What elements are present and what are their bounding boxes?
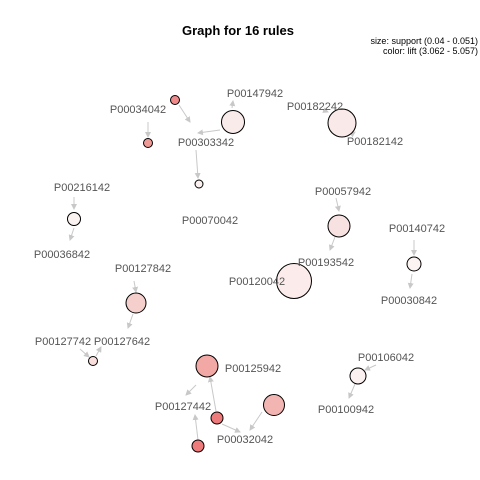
item-label: P00193542 bbox=[298, 257, 354, 269]
item-label: P00303342 bbox=[178, 137, 234, 149]
edge bbox=[328, 236, 336, 251]
rule-node[interactable] bbox=[210, 411, 224, 425]
item-label: P00106042 bbox=[358, 352, 414, 364]
edge bbox=[322, 107, 329, 113]
rule-node[interactable] bbox=[406, 256, 422, 272]
graph-title: Graph for 16 rules bbox=[182, 23, 294, 38]
edge bbox=[178, 104, 191, 123]
legend-color: color: lift (3.062 - 5.057) bbox=[383, 46, 478, 56]
item-label: P00147942 bbox=[227, 88, 283, 100]
item-label: P00120042 bbox=[229, 276, 285, 288]
item-label: P00125942 bbox=[225, 363, 281, 375]
rule-node[interactable] bbox=[195, 354, 219, 378]
edge bbox=[197, 129, 221, 136]
rule-node[interactable] bbox=[327, 108, 357, 138]
item-label: P00140742 bbox=[389, 223, 445, 235]
item-label: P00034042 bbox=[110, 104, 166, 116]
edge bbox=[185, 384, 197, 396]
item-label: P00127742 bbox=[35, 336, 91, 348]
rule-node[interactable] bbox=[143, 138, 153, 148]
edge bbox=[229, 100, 236, 109]
rule-node[interactable] bbox=[170, 95, 180, 105]
nodes bbox=[67, 95, 422, 453]
item-label: P00127442 bbox=[155, 401, 211, 413]
edge bbox=[132, 280, 139, 293]
edges bbox=[68, 100, 417, 441]
rule-node[interactable] bbox=[221, 110, 245, 134]
rule-node[interactable] bbox=[88, 356, 98, 366]
rule-node[interactable] bbox=[194, 179, 204, 189]
edge bbox=[349, 131, 356, 138]
edge bbox=[364, 364, 377, 371]
rule-node[interactable] bbox=[349, 367, 367, 385]
item-label: P00032042 bbox=[217, 434, 273, 446]
rule-node[interactable] bbox=[67, 212, 81, 226]
rule-node[interactable] bbox=[125, 292, 147, 314]
item-label: P00182242 bbox=[287, 101, 343, 113]
item-labels: P00034042 P00147942 P00303342 P00182242 … bbox=[34, 88, 445, 446]
edge bbox=[126, 313, 134, 329]
edge bbox=[95, 346, 102, 357]
rule-node[interactable] bbox=[327, 214, 351, 238]
item-label: P00030842 bbox=[381, 295, 437, 307]
item-label: P00127842 bbox=[115, 263, 171, 275]
edge bbox=[407, 273, 414, 289]
legend-size: size: support (0.04 - 0.051) bbox=[370, 36, 478, 46]
edge bbox=[207, 376, 217, 412]
item-label: P00057942 bbox=[315, 186, 371, 198]
edge bbox=[68, 227, 75, 241]
item-label: P00100942 bbox=[318, 404, 374, 416]
item-label: P00216142 bbox=[54, 182, 110, 194]
edge bbox=[221, 423, 241, 433]
rule-node[interactable] bbox=[276, 263, 312, 299]
edge bbox=[194, 149, 201, 179]
item-label: P00070042 bbox=[182, 215, 238, 227]
edge bbox=[79, 348, 90, 358]
item-label: P00127642 bbox=[94, 336, 150, 348]
edge bbox=[334, 197, 341, 212]
rule-node[interactable] bbox=[191, 439, 205, 453]
edge bbox=[192, 414, 199, 441]
edge bbox=[348, 383, 356, 399]
item-label: P00182142 bbox=[347, 136, 403, 148]
edge bbox=[249, 411, 263, 431]
item-label: P00036842 bbox=[34, 249, 90, 261]
rule-node[interactable] bbox=[263, 394, 285, 416]
